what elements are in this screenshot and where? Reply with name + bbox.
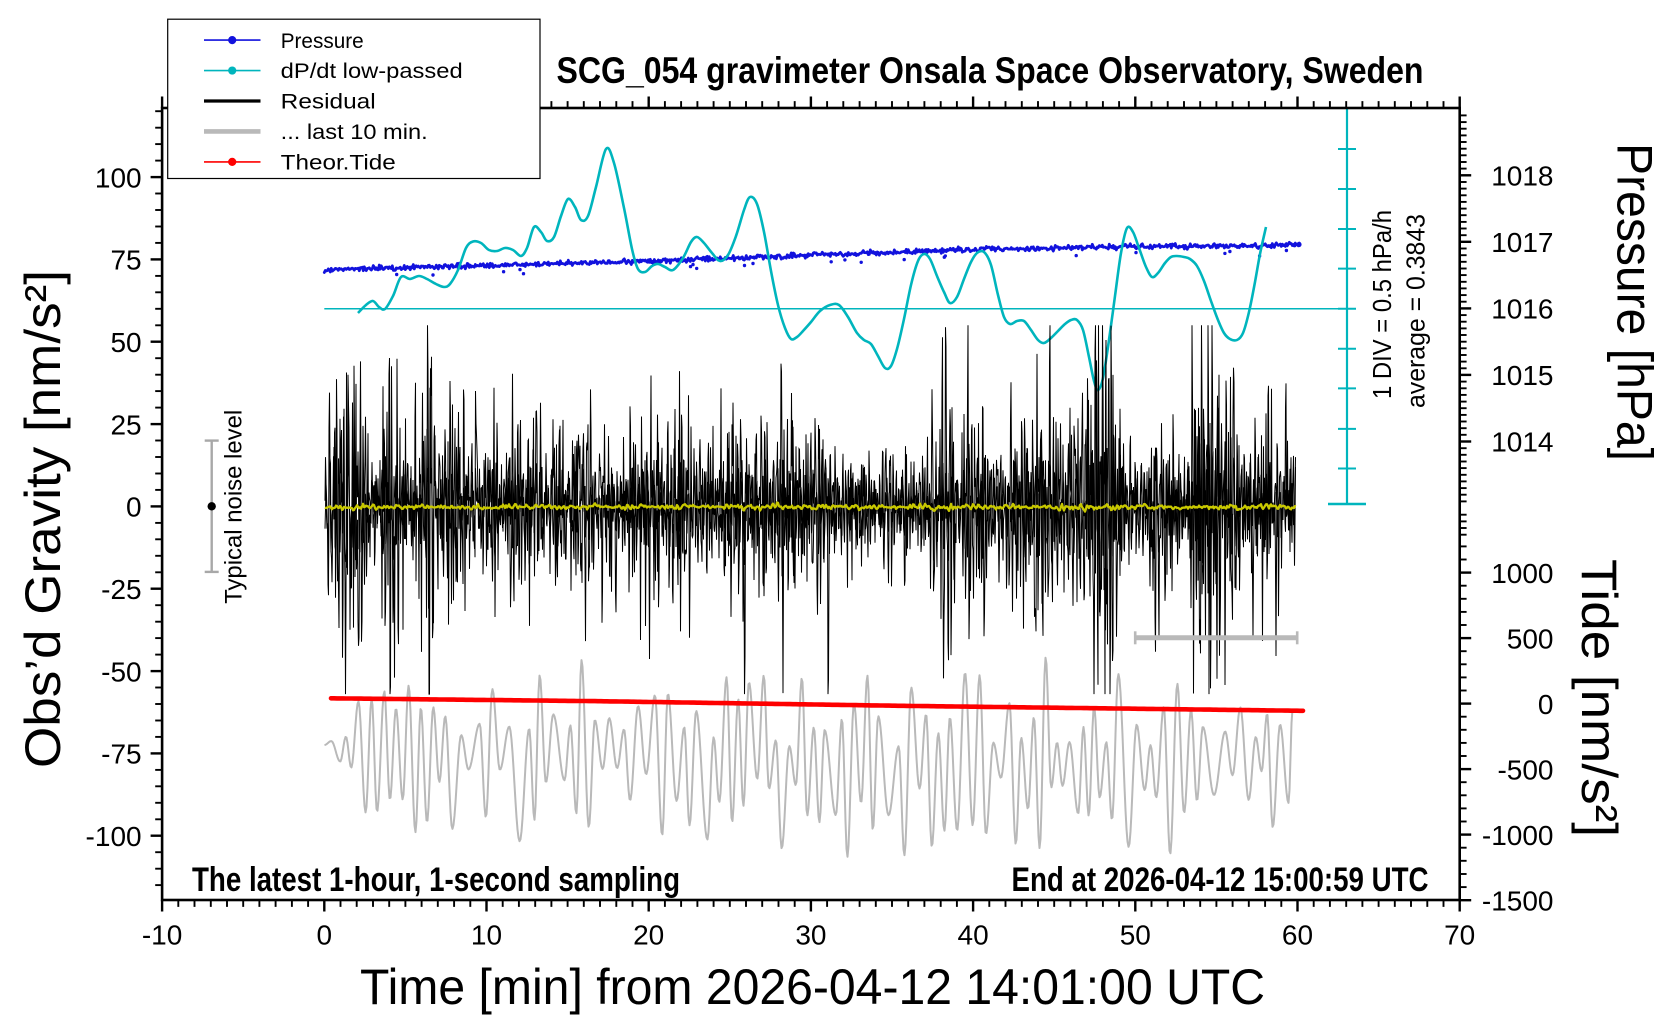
- svg-text:1014: 1014: [1491, 427, 1553, 458]
- svg-text:-1000: -1000: [1482, 820, 1554, 851]
- svg-text:-100: -100: [86, 821, 142, 852]
- svg-text:1015: 1015: [1491, 360, 1553, 391]
- svg-text:100: 100: [95, 162, 142, 193]
- svg-text:1000: 1000: [1491, 558, 1553, 589]
- svg-text:Pressure: Pressure: [281, 29, 364, 53]
- svg-text:-25: -25: [101, 574, 141, 605]
- svg-text:1018: 1018: [1491, 161, 1553, 192]
- svg-text:Typical noise level: Typical noise level: [221, 410, 248, 604]
- svg-text:1016: 1016: [1491, 294, 1553, 325]
- svg-text:10: 10: [471, 920, 502, 951]
- svg-text:500: 500: [1507, 623, 1554, 654]
- svg-text:-50: -50: [101, 656, 141, 687]
- svg-text:Residual: Residual: [281, 90, 376, 114]
- svg-text:Obs’d Gravity [nm/s²]: Obs’d Gravity [nm/s²]: [15, 270, 71, 768]
- svg-text:SCG_054 gravimeter Onsala Spac: SCG_054 gravimeter Onsala Space Observat…: [557, 50, 1424, 91]
- svg-text:50: 50: [110, 327, 141, 358]
- svg-text:Time [min] from 2026-04-12 14:: Time [min] from 2026-04-12 14:01:00 UTC: [360, 959, 1265, 1015]
- svg-text:Tide [nm/s²]: Tide [nm/s²]: [1571, 559, 1627, 837]
- svg-text:-500: -500: [1497, 754, 1553, 785]
- svg-text:25: 25: [110, 409, 141, 440]
- svg-text:1017: 1017: [1491, 227, 1553, 258]
- svg-text:-75: -75: [101, 739, 141, 770]
- svg-text:End at 2026-04-12 15:00:59 UTC: End at 2026-04-12 15:00:59 UTC: [1012, 861, 1429, 899]
- svg-text:dP/dt low-passed: dP/dt low-passed: [281, 59, 463, 83]
- svg-text:0: 0: [126, 492, 142, 523]
- svg-text:30: 30: [795, 920, 826, 951]
- svg-text:0: 0: [1538, 689, 1554, 720]
- svg-text:Pressure [hPa]: Pressure [hPa]: [1607, 143, 1660, 461]
- svg-text:-10: -10: [142, 920, 182, 951]
- svg-text:average = 0.3843: average = 0.3843: [1401, 214, 1431, 408]
- svg-text:The latest 1-hour, 1-second sa: The latest 1-hour, 1-second sampling: [192, 861, 680, 899]
- svg-text:60: 60: [1282, 920, 1313, 951]
- svg-text:... last 10 min.: ... last 10 min.: [281, 120, 428, 144]
- svg-text:70: 70: [1444, 920, 1475, 951]
- svg-text:75: 75: [110, 245, 141, 276]
- svg-text:1 DIV = 0.5 hPa/h: 1 DIV = 0.5 hPa/h: [1367, 210, 1397, 399]
- svg-text:20: 20: [633, 920, 664, 951]
- svg-text:-1500: -1500: [1482, 885, 1554, 916]
- svg-text:Theor.Tide: Theor.Tide: [281, 151, 396, 175]
- svg-text:50: 50: [1120, 920, 1151, 951]
- svg-text:0: 0: [317, 920, 333, 951]
- svg-text:40: 40: [958, 920, 989, 951]
